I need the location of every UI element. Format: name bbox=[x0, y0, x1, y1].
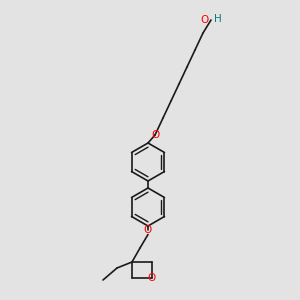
Text: H: H bbox=[214, 14, 222, 24]
Text: O: O bbox=[144, 225, 152, 235]
Text: O: O bbox=[201, 15, 209, 25]
Text: O: O bbox=[148, 273, 156, 283]
Text: O: O bbox=[151, 130, 159, 140]
